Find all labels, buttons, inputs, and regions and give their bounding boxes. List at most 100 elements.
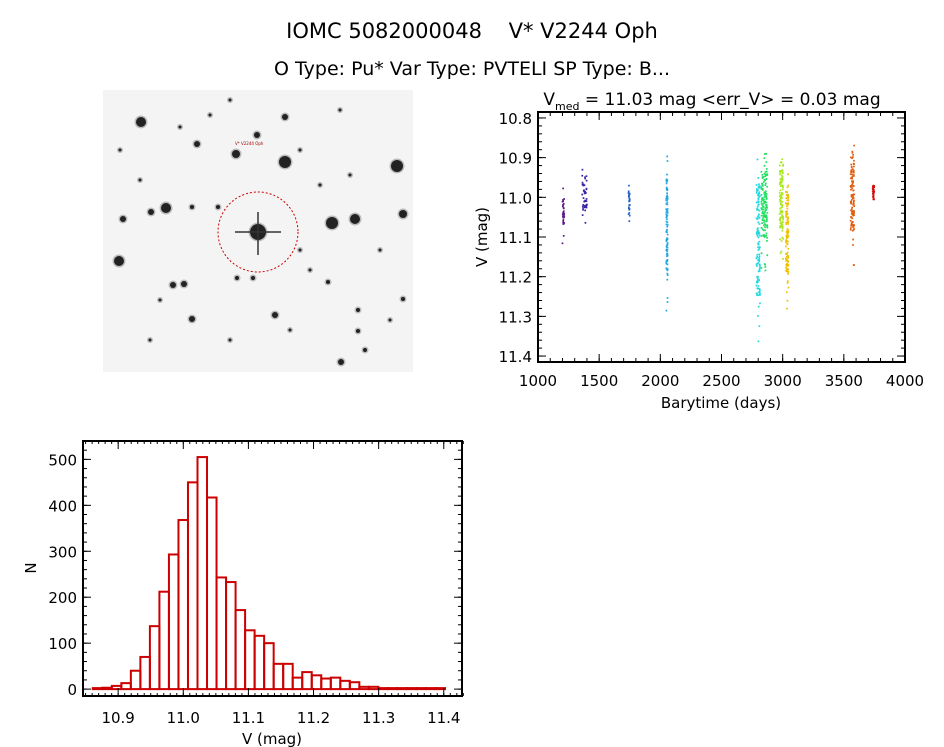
lc-point	[628, 208, 631, 211]
lc-point	[786, 233, 789, 235]
lc-point	[872, 186, 874, 189]
lc-point	[755, 257, 758, 260]
lc-point	[759, 292, 761, 295]
star-core	[399, 210, 407, 218]
lc-point	[584, 177, 587, 180]
lc-point	[852, 180, 854, 182]
lc-point	[665, 230, 668, 232]
lc-point	[766, 226, 769, 229]
star-core	[279, 156, 291, 168]
lc-point	[756, 209, 758, 211]
target-marker	[217, 191, 299, 273]
lc-point	[779, 189, 782, 192]
lc-point	[781, 192, 784, 194]
lc-xtick-label: 1000	[519, 372, 557, 390]
lc-point	[781, 206, 783, 208]
lc-point	[852, 156, 854, 158]
lc-point	[852, 169, 855, 172]
lc-point	[786, 203, 788, 205]
lc-point	[852, 189, 855, 192]
lc-point	[761, 212, 764, 215]
lc-point	[786, 282, 789, 284]
lc-point	[759, 195, 761, 197]
lc-ytick-label: 10.9	[499, 150, 532, 168]
hist-bar	[405, 687, 418, 691]
lc-point	[764, 207, 767, 209]
star-core	[148, 338, 152, 342]
lc-point	[666, 197, 669, 200]
lc-point	[782, 188, 784, 191]
lc-point	[755, 231, 758, 234]
lc-point	[765, 198, 768, 200]
lc-point	[849, 185, 852, 187]
lc-point	[756, 287, 759, 289]
star-core	[251, 276, 255, 280]
hist-xtick-label: 11.1	[232, 709, 265, 727]
lc-point	[761, 210, 764, 213]
star-core	[158, 298, 162, 302]
lc-point	[786, 218, 789, 221]
lc-point	[758, 191, 761, 194]
lc-point	[759, 302, 761, 305]
lc-point	[762, 205, 765, 208]
lc-point	[584, 176, 586, 179]
lc-point	[761, 222, 763, 225]
lc-point	[562, 205, 564, 208]
lc-point	[761, 197, 764, 199]
lc-point	[585, 206, 588, 208]
hist-xtick-label: 11.3	[362, 709, 395, 727]
lc-point	[665, 182, 668, 185]
lc-point	[853, 174, 855, 177]
lc-point	[582, 208, 584, 211]
lc-point	[666, 259, 669, 262]
hist-bar	[101, 686, 113, 691]
lc-point	[786, 280, 789, 282]
lc-point	[562, 213, 565, 215]
lc-point	[628, 214, 631, 217]
lc-point	[779, 182, 782, 184]
lc-point	[758, 267, 761, 269]
lc-point	[785, 241, 787, 244]
lc-point	[852, 223, 855, 226]
lc-point	[781, 200, 784, 203]
lc-point	[665, 196, 668, 198]
lc-point	[785, 264, 788, 266]
star-core	[401, 297, 405, 301]
lc-point	[764, 191, 767, 194]
lc-point	[583, 204, 586, 207]
lc-point	[561, 242, 564, 245]
lc-point	[766, 237, 768, 239]
lc-point	[852, 211, 855, 213]
lc-point	[562, 216, 565, 219]
lc-point	[762, 202, 765, 205]
lc-point	[787, 194, 789, 196]
lc-point	[758, 183, 760, 186]
lc-ytick-label: 11.0	[499, 189, 532, 207]
lc-point	[758, 294, 761, 296]
lc-point	[764, 179, 766, 182]
lc-point	[666, 180, 668, 183]
lc-point	[787, 286, 790, 289]
lc-point	[666, 254, 669, 257]
lc-point	[872, 195, 875, 198]
lc-point	[582, 205, 584, 208]
lc-point	[785, 212, 788, 215]
lc-point	[781, 236, 784, 239]
lc-point	[628, 198, 631, 201]
lc-point	[666, 244, 668, 247]
hist-bar	[348, 681, 361, 691]
lc-point	[628, 192, 631, 195]
lc-ylabel: V (mag)	[473, 207, 491, 267]
lc-point	[666, 250, 669, 253]
lc-point	[586, 203, 588, 206]
star-core	[194, 141, 200, 147]
lc-point	[763, 164, 766, 167]
lc-point	[786, 207, 789, 210]
lc-point	[760, 207, 763, 209]
lc-point	[786, 253, 788, 256]
lc-point	[787, 197, 790, 200]
lc-point	[851, 168, 854, 171]
lc-point	[851, 211, 854, 214]
star-core	[363, 348, 367, 352]
lc-point	[852, 238, 854, 241]
